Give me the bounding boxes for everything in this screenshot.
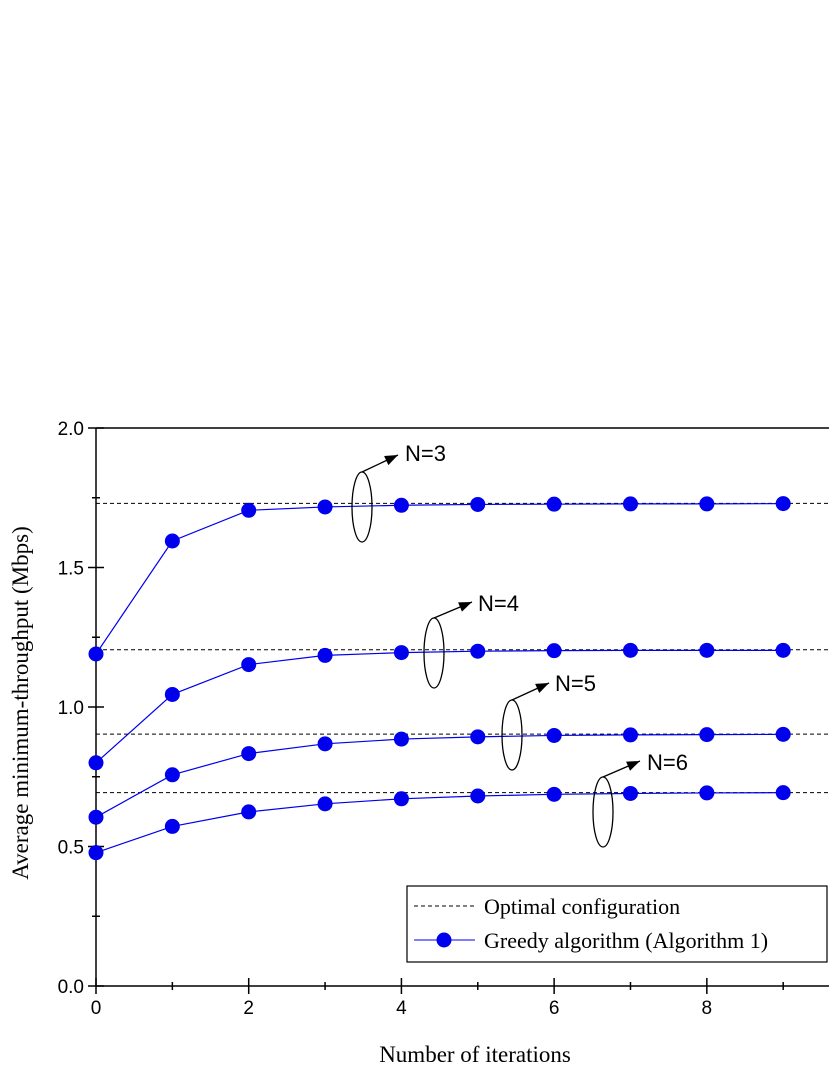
series-marker: [622, 785, 638, 801]
axes-layer: 0.0 0.5 1.0 1.5 2.0 0 2 4 6 8: [58, 419, 829, 1019]
series-line: [95, 649, 784, 764]
series-marker: [470, 729, 486, 745]
series-marker: [164, 686, 180, 702]
series-marker: [317, 499, 333, 515]
legend-marker-greedy: [436, 932, 452, 948]
legend-box: [406, 885, 828, 963]
series-marker: [241, 502, 257, 518]
series-marker: [393, 645, 409, 661]
annotation-ellipse: [501, 699, 523, 771]
series-marker: [317, 796, 333, 812]
y-tick-label: 0.5: [58, 838, 84, 859]
series-marker: [393, 731, 409, 747]
y-tick-label: 1.0: [58, 698, 84, 719]
series-marker: [317, 736, 333, 752]
series-marker: [622, 496, 638, 512]
series-marker: [88, 809, 104, 825]
series-marker: [775, 642, 791, 658]
series-marker: [775, 496, 791, 512]
series-marker: [546, 727, 562, 743]
annotations: N=3 N=4 N=5 N=6: [351, 441, 688, 848]
annotation-ellipse: [592, 776, 614, 848]
annotation-label: N=4: [478, 591, 519, 616]
series-marker: [775, 726, 791, 742]
series-marker: [622, 727, 638, 743]
legend-label-optimal: Optimal configuration: [484, 894, 680, 919]
y-tick-label: 0.0: [58, 977, 84, 998]
series-marker: [470, 788, 486, 804]
x-tick-label: 2: [243, 998, 254, 1019]
series-marker: [546, 786, 562, 802]
series-marker: [699, 785, 715, 801]
annotation-arrow-head: [535, 683, 549, 693]
legend: Optimal configuration Greedy algorithm (…: [406, 885, 828, 963]
series-marker: [470, 643, 486, 659]
series-marker: [699, 496, 715, 512]
series-line: [95, 733, 784, 818]
series-marker: [699, 727, 715, 743]
series-marker: [241, 746, 257, 762]
y-axis-title: Average minimum-throughput (Mbps): [8, 526, 33, 879]
x-tick-label: 6: [549, 998, 560, 1019]
annotation-label: N=6: [647, 750, 688, 775]
annotation-arrow-head: [626, 761, 640, 771]
annotation-label: N=5: [555, 671, 596, 696]
series-marker: [164, 533, 180, 549]
x-tick-label: 4: [396, 998, 407, 1019]
series-marker: [393, 791, 409, 807]
series-marker: [164, 818, 180, 834]
greedy-series: [88, 496, 791, 861]
x-tick-label: 0: [91, 998, 102, 1019]
series-marker: [775, 785, 791, 801]
x-tick-label: 8: [702, 998, 713, 1019]
annotation-label: N=3: [405, 441, 446, 466]
series-marker: [164, 767, 180, 783]
x-axis-title: Number of iterations: [379, 1042, 571, 1067]
annotation-arrow-head: [384, 455, 398, 466]
series-marker: [241, 804, 257, 820]
series-marker: [546, 643, 562, 659]
annotation-ellipse: [351, 471, 373, 543]
series-line: [95, 503, 784, 655]
series-marker: [699, 642, 715, 658]
series-marker: [393, 497, 409, 513]
y-tick-label: 2.0: [58, 419, 84, 440]
series-marker: [546, 496, 562, 512]
series-marker: [470, 496, 486, 512]
series-marker: [88, 845, 104, 861]
optimal-lines: [96, 502, 829, 794]
annotation-ellipse: [423, 617, 445, 689]
series-marker: [88, 755, 104, 771]
legend-label-greedy: Greedy algorithm (Algorithm 1): [484, 928, 768, 953]
series-marker: [622, 642, 638, 658]
series-line: [95, 792, 784, 854]
series-marker: [317, 647, 333, 663]
series-marker: [241, 657, 257, 673]
annotation-arrow-head: [458, 602, 472, 612]
y-tick-label: 1.5: [58, 559, 84, 580]
series-marker: [88, 646, 104, 662]
